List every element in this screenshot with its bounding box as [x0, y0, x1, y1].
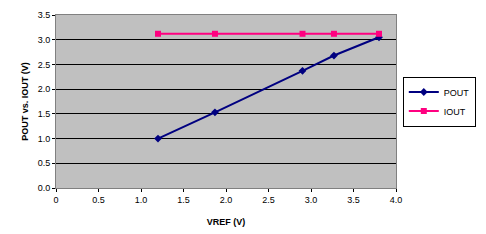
svg-text:3.0: 3.0 — [305, 195, 318, 205]
svg-text:3.5: 3.5 — [347, 195, 360, 205]
svg-text:1.5: 1.5 — [38, 109, 51, 119]
svg-text:4.0: 4.0 — [390, 195, 403, 205]
svg-text:3.5: 3.5 — [38, 10, 51, 20]
svg-text:IOUT: IOUT — [444, 107, 466, 117]
svg-text:0.0: 0.0 — [38, 183, 51, 193]
svg-text:1.0: 1.0 — [38, 134, 51, 144]
svg-text:3.0: 3.0 — [38, 35, 51, 45]
svg-text:1.0: 1.0 — [135, 195, 148, 205]
svg-text:0: 0 — [53, 195, 58, 205]
svg-text:1.5: 1.5 — [177, 195, 190, 205]
svg-text:VREF (V): VREF (V) — [207, 217, 246, 227]
svg-text:2.0: 2.0 — [220, 195, 233, 205]
svg-text:POUT: POUT — [444, 88, 470, 98]
svg-text:POUT vs. IOUT (V): POUT vs. IOUT (V) — [20, 62, 30, 141]
svg-text:2.0: 2.0 — [38, 84, 51, 94]
svg-text:0.5: 0.5 — [38, 158, 51, 168]
svg-text:2.5: 2.5 — [38, 60, 51, 70]
svg-text:2.5: 2.5 — [262, 195, 275, 205]
svg-text:0.5: 0.5 — [92, 195, 105, 205]
